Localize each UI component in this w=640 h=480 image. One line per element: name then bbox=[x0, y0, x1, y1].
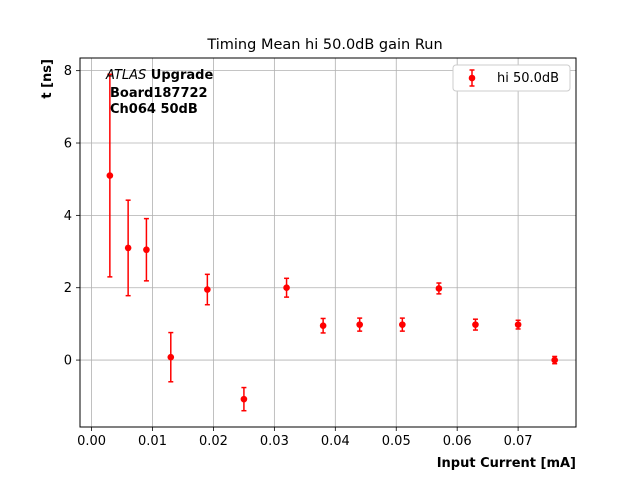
annotation-upgrade: Upgrade bbox=[146, 68, 213, 83]
x-axis-ticks: 0.00 0.01 0.02 0.03 0.04 0.05 0.06 0.07 bbox=[77, 427, 533, 449]
x-tick-label: 0.05 bbox=[382, 434, 411, 449]
chart-title: Timing Mean hi 50.0dB gain Run bbox=[206, 37, 442, 53]
data-point bbox=[435, 285, 443, 292]
data-point bbox=[472, 321, 479, 328]
annotation-channel: Ch064 50dB bbox=[110, 102, 198, 117]
y-tick-label: 0 bbox=[64, 354, 72, 369]
data-point bbox=[143, 246, 150, 254]
data-point bbox=[124, 244, 132, 252]
annotation-line-1: ATLAS Upgrade bbox=[105, 68, 213, 83]
plot-frame bbox=[79, 57, 577, 428]
x-tick-label: 0.07 bbox=[504, 434, 533, 449]
legend-marker-icon bbox=[468, 74, 476, 82]
x-tick-label: 0.06 bbox=[443, 434, 472, 449]
data-point bbox=[551, 356, 558, 364]
x-tick-label: 0.02 bbox=[199, 434, 228, 449]
data-point bbox=[283, 284, 290, 292]
y-tick-label: 8 bbox=[64, 64, 72, 79]
x-axis-label: Input Current [mA] bbox=[437, 456, 576, 471]
legend: hi 50.0dB bbox=[452, 64, 571, 92]
data-point bbox=[106, 172, 114, 179]
x-tick-label: 0.00 bbox=[77, 434, 106, 449]
data-point bbox=[240, 395, 248, 403]
atlas-annotation: ATLAS Upgrade Board187722 Ch064 50dB bbox=[105, 68, 213, 117]
data-point bbox=[514, 321, 522, 328]
annotation-board: Board187722 bbox=[110, 86, 208, 101]
x-tick-label: 0.01 bbox=[138, 434, 167, 449]
data-points bbox=[106, 172, 558, 403]
annotation-atlas: ATLAS bbox=[105, 68, 146, 83]
data-point bbox=[204, 286, 211, 293]
y-tick-label: 6 bbox=[64, 137, 72, 152]
data-point bbox=[167, 353, 175, 361]
data-point bbox=[356, 321, 363, 328]
data-point bbox=[399, 321, 406, 328]
y-tick-label: 2 bbox=[64, 281, 72, 296]
x-tick-label: 0.04 bbox=[321, 434, 350, 449]
legend-box bbox=[452, 64, 571, 92]
x-tick-label: 0.03 bbox=[260, 434, 289, 449]
data-point bbox=[319, 322, 327, 330]
legend-label: hi 50.0dB bbox=[497, 71, 559, 86]
grid bbox=[80, 58, 576, 427]
y-axis-ticks: 0 2 4 6 8 bbox=[64, 64, 80, 369]
y-tick-label: 4 bbox=[64, 209, 72, 224]
y-axis-label: t [ns] bbox=[40, 59, 55, 99]
